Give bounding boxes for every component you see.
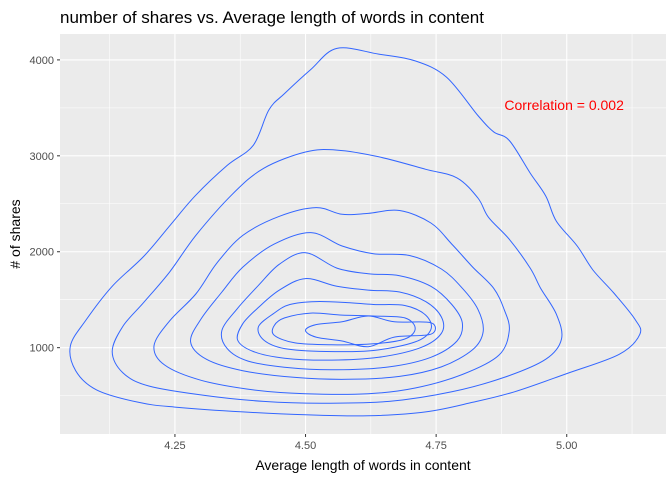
contour-line-level-8 xyxy=(271,312,416,346)
y-tick-label: 2000 xyxy=(30,247,54,259)
grid-minor xyxy=(60,34,666,434)
contour-line-level-3 xyxy=(153,207,510,395)
contour-line-level-6 xyxy=(236,278,445,361)
x-axis-title: Average length of words in content xyxy=(255,457,470,473)
x-tick-label: 4.50 xyxy=(295,440,316,452)
chart-title: number of shares vs. Average length of w… xyxy=(60,8,484,27)
x-tick-label: 4.25 xyxy=(164,440,185,452)
contour-line-level-9 xyxy=(304,315,436,348)
contour-line-level-2 xyxy=(111,149,563,404)
x-tick-label: 4.75 xyxy=(425,440,446,452)
plot-panel xyxy=(60,34,666,434)
contour-line-level-1 xyxy=(69,47,642,417)
y-axis-ticks: 1000 2000 3000 4000 xyxy=(30,55,60,355)
contour-lines xyxy=(69,47,642,417)
y-tick-label: 1000 xyxy=(30,343,54,355)
contour-line-level-7 xyxy=(257,301,432,353)
correlation-annotation: Correlation = 0.002 xyxy=(504,97,624,113)
contour-line-level-5 xyxy=(220,252,464,371)
y-tick-label: 3000 xyxy=(30,151,54,163)
x-axis-ticks: 4.25 4.50 4.75 5.00 xyxy=(164,434,577,452)
x-tick-label: 5.00 xyxy=(556,440,577,452)
y-tick-label: 4000 xyxy=(30,55,54,67)
y-axis-title: # of shares xyxy=(7,199,23,268)
contour-line-level-4 xyxy=(190,232,484,380)
